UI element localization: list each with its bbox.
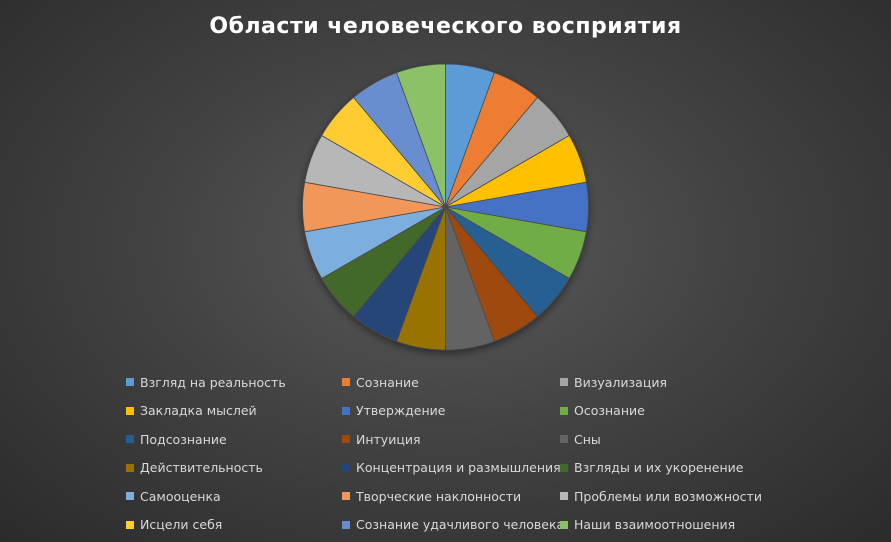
legend-item-4: Закладка мыслей xyxy=(126,397,342,426)
legend-item-2: Сознание xyxy=(342,368,560,397)
chart-legend: Взгляд на реальность Сознание Визуализация… xyxy=(126,368,806,539)
legend-label: Интуиция xyxy=(356,431,421,447)
legend-label: Утверждение xyxy=(356,403,446,419)
legend-item-15: Проблемы или возможности xyxy=(560,482,790,511)
legend-item-12: Взгляды и их укоренение xyxy=(560,454,790,483)
legend-swatch xyxy=(342,492,350,501)
legend-label: Сознание xyxy=(356,374,419,390)
legend-swatch xyxy=(126,463,134,472)
legend-item-18: Наши взаимоотношения xyxy=(560,511,790,540)
legend-swatch xyxy=(342,463,350,472)
legend-item-9: Сны xyxy=(560,425,790,454)
legend-item-13: Самооценка xyxy=(126,482,342,511)
legend-label: Взгляды и их укоренение xyxy=(574,460,744,476)
legend-label: Творческие наклонности xyxy=(356,488,522,504)
legend-label: Сознание удачливого человека xyxy=(356,517,565,533)
legend-swatch xyxy=(342,435,350,444)
legend-label: Закладка мыслей xyxy=(140,403,257,419)
legend-item-14: Творческие наклонности xyxy=(342,482,560,511)
legend-item-10: Действительность xyxy=(126,454,342,483)
legend-label: Подсознание xyxy=(140,431,227,447)
legend-label: Проблемы или возможности xyxy=(574,488,762,504)
legend-item-1: Взгляд на реальность xyxy=(126,368,342,397)
legend-label: Взгляд на реальность xyxy=(140,374,286,390)
legend-item-6: Осознание xyxy=(560,397,790,426)
legend-swatch xyxy=(126,520,134,529)
chart-title: Области человеческого восприятия xyxy=(209,14,682,39)
legend-item-8: Интуиция xyxy=(342,425,560,454)
legend-swatch xyxy=(560,463,568,472)
legend-label: Исцели себя xyxy=(140,517,223,533)
legend-label: Действительность xyxy=(140,460,263,476)
legend-item-17: Сознание удачливого человека xyxy=(342,511,564,540)
legend-label: Самооценка xyxy=(140,488,221,504)
legend-swatch xyxy=(126,406,134,415)
legend-label: Концентрация и размышления xyxy=(356,460,561,476)
legend-swatch xyxy=(560,520,568,529)
legend-item-3: Визуализация xyxy=(560,368,790,397)
legend-swatch xyxy=(560,406,568,415)
legend-item-16: Исцели себя xyxy=(126,511,342,540)
legend-swatch xyxy=(342,406,350,415)
legend-swatch xyxy=(342,378,350,387)
legend-label: Сны xyxy=(574,431,601,447)
legend-swatch xyxy=(126,435,134,444)
legend-swatch xyxy=(126,378,134,387)
legend-label: Визуализация xyxy=(574,374,667,390)
legend-swatch xyxy=(560,492,568,501)
legend-label: Осознание xyxy=(574,403,645,419)
legend-swatch xyxy=(560,435,568,444)
legend-item-5: Утверждение xyxy=(342,397,560,426)
legend-item-11: Концентрация и размышления xyxy=(342,454,561,483)
legend-swatch xyxy=(126,492,134,501)
pie-slice-18 xyxy=(396,63,446,208)
legend-item-7: Подсознание xyxy=(126,425,342,454)
legend-swatch xyxy=(342,520,350,529)
legend-swatch xyxy=(560,378,568,387)
legend-label: Наши взаимоотношения xyxy=(574,517,736,533)
